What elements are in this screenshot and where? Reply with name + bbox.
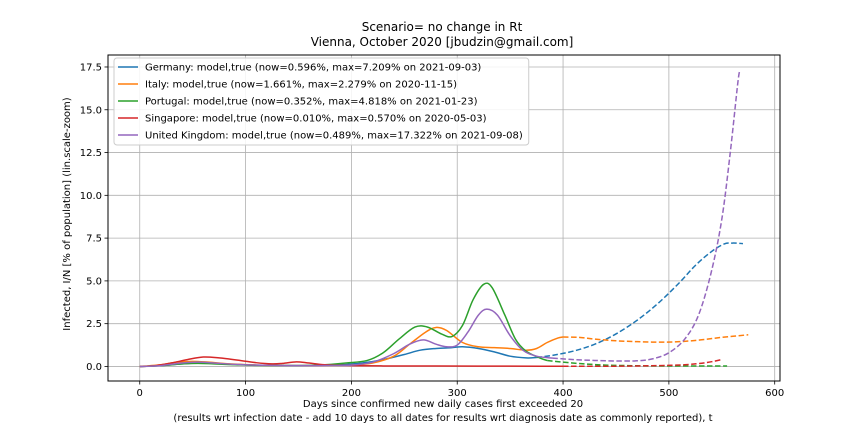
y-tick-label-4: 10.0 [80, 191, 102, 202]
x-tick-label-1: 100 [236, 388, 255, 399]
legend-label-3: Singapore: model,true (now=0.010%, max=0… [145, 114, 487, 125]
y-tick-label-3: 7.5 [86, 234, 102, 245]
y-tick-label-7: 17.5 [80, 62, 102, 73]
x-tick-label-3: 300 [448, 388, 467, 399]
series-line-3 [139, 356, 564, 368]
y-tick-label-0: 0.0 [86, 362, 102, 373]
x-axis-label-line2: (results wrt infection date - add 10 day… [173, 413, 712, 424]
x-tick-label-5: 500 [659, 388, 678, 399]
legend-box [113, 57, 530, 146]
x-axis-label-line1: Days since confirmed new daily cases fir… [303, 399, 583, 410]
x-tick-label-4: 400 [554, 388, 573, 399]
y-axis-label: Infected, I/N [% of population] (lin.sca… [62, 97, 73, 330]
series-layer [139, 70, 749, 368]
series-forecast-line-1 [563, 334, 749, 343]
y-tick-label-1: 2.5 [86, 319, 102, 330]
legend: Germany: model,true (now=0.596%, max=7.2… [113, 57, 530, 146]
y-tick-label-5: 12.5 [80, 148, 102, 159]
x-tick-label-2: 200 [342, 388, 361, 399]
y-axis-ticks: 0.0 2.5 5.0 7.5 10.0 12.5 15.0 17.5 [80, 62, 108, 373]
y-tick-label-2: 5.0 [86, 276, 102, 287]
chart-title-line1: Scenario= no change in Rt [362, 20, 523, 34]
series-forecast-line-0 [536, 242, 743, 359]
legend-label-1: Italy: model,true (now=1.661%, max=2.279… [145, 80, 457, 91]
legend-label-4: United Kingdom: model,true (now=0.489%, … [145, 131, 523, 142]
series-forecast-line-4 [552, 70, 741, 362]
plot-frame [107, 54, 781, 382]
y-tick-label-6: 15.0 [80, 105, 102, 116]
legend-label-0: Germany: model,true (now=0.596%, max=7.2… [145, 63, 481, 74]
chart-title-line2: Vienna, October 2020 [jbudzin@gmail.com] [311, 35, 574, 49]
x-tick-label-0: 0 [137, 388, 143, 399]
x-axis-ticks: 0 100 200 300 400 500 600 [137, 381, 784, 399]
series-line-4 [139, 308, 553, 368]
legend-label-2: Portugal: model,true (now=0.352%, max=4.… [145, 97, 478, 108]
series-line-2 [139, 282, 548, 368]
x-tick-label-6: 600 [765, 388, 784, 399]
